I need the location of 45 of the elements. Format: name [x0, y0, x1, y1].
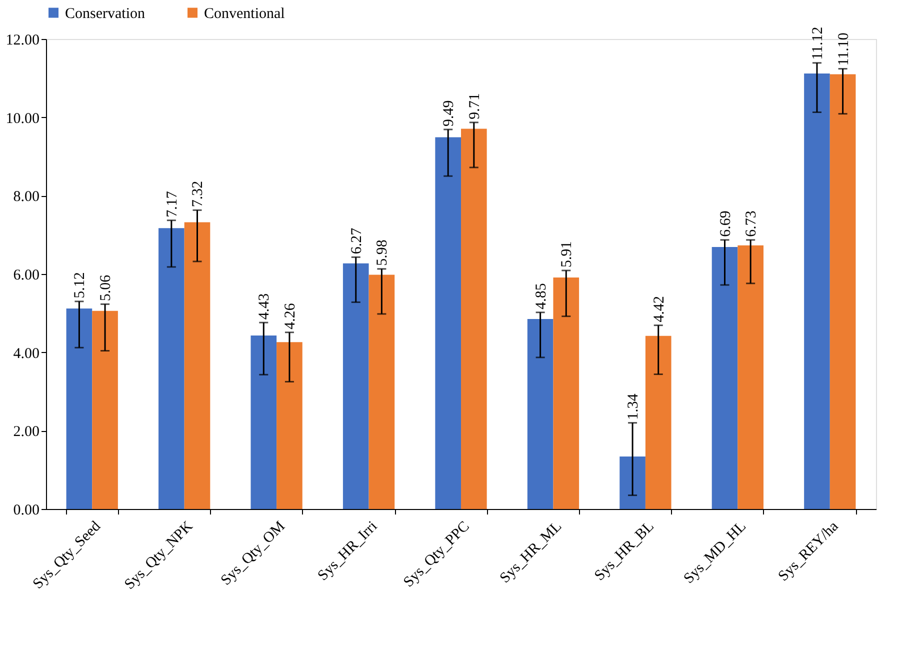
data-label: 4.26 [282, 302, 298, 330]
data-label: 11.10 [836, 32, 852, 66]
y-tick-label: 4.00 [13, 346, 40, 362]
bar [830, 74, 856, 509]
data-label: 7.17 [164, 190, 180, 218]
data-label: 5.98 [374, 240, 391, 266]
legend-label: Conservation [65, 6, 146, 22]
bar [738, 245, 764, 509]
bar [435, 137, 461, 509]
bar [712, 246, 738, 509]
bar [92, 310, 118, 509]
data-label: 5.91 [559, 241, 576, 268]
bar [158, 228, 184, 509]
bar [250, 335, 277, 509]
bar [461, 128, 487, 509]
data-label: 9.49 [441, 100, 458, 126]
bar [66, 308, 92, 509]
bar [620, 456, 646, 509]
data-label: 1.34 [626, 393, 642, 420]
data-label: 4.85 [533, 283, 550, 310]
data-label: 5.06 [98, 274, 114, 302]
y-tick-label: 2.00 [13, 424, 40, 440]
data-label: 7.32 [190, 180, 206, 208]
y-tick-label: 12.00 [6, 32, 40, 48]
y-tick-label: 0.00 [13, 502, 40, 518]
bar [184, 222, 210, 509]
y-tick-label: 8.00 [13, 189, 40, 206]
y-tick-label: 6.00 [13, 268, 40, 284]
data-label: 11.12 [810, 26, 826, 60]
data-label: 4.42 [651, 296, 668, 322]
bar [645, 336, 672, 509]
y-tick-label: 10.00 [6, 110, 40, 127]
bar [553, 278, 580, 509]
data-label: 9.71 [466, 93, 483, 120]
bar [368, 274, 395, 509]
data-label: 6.27 [348, 227, 365, 254]
data-label: 4.43 [256, 293, 273, 320]
bar [527, 319, 554, 509]
data-label: 5.12 [72, 272, 88, 298]
bar [342, 263, 369, 509]
data-label: 6.73 [744, 210, 760, 237]
data-label: 6.69 [718, 210, 734, 237]
legend-label: Conventional [204, 6, 285, 22]
bar [804, 73, 830, 509]
bar [276, 342, 302, 509]
